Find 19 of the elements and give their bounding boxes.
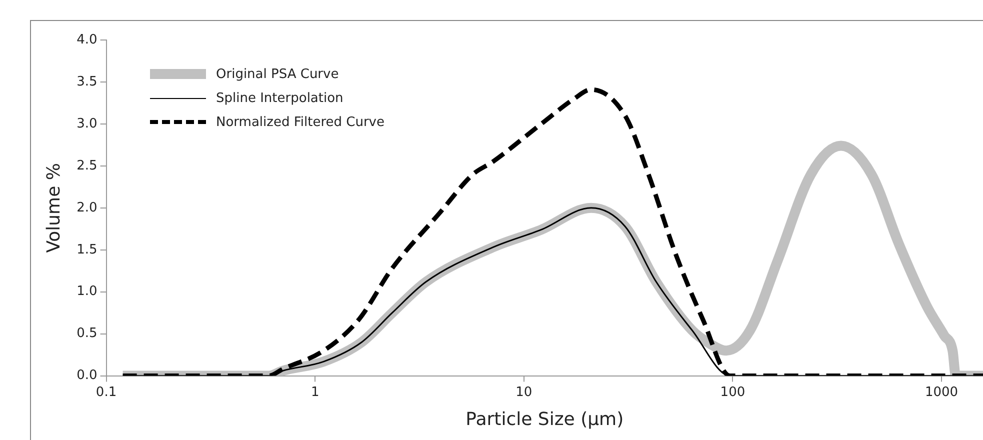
- y-tick-label: 3.0: [76, 116, 98, 132]
- x-axis-title: Particle Size (µm): [466, 408, 624, 430]
- y-tick-label: 0.0: [76, 368, 98, 384]
- y-tick-label: 0.5: [76, 326, 98, 342]
- y-tick-label: 3.5: [76, 74, 98, 90]
- y-tick-label: 4.0: [76, 32, 98, 48]
- legend-label: Normalized Filtered Curve: [216, 114, 384, 130]
- y-tick-label: 2.5: [76, 158, 98, 174]
- y-tick-label: 2.0: [76, 200, 98, 216]
- legend-label: Spline Interpolation: [216, 90, 344, 106]
- x-tick-label: 10: [516, 384, 532, 400]
- x-tick-label: 0.1: [96, 384, 117, 400]
- legend-label: Original PSA Curve: [216, 66, 339, 82]
- y-tick-label: 1.5: [76, 242, 98, 258]
- x-tick-label: 100: [720, 384, 746, 400]
- x-tick-label: 1000: [924, 384, 958, 400]
- x-tick-label: 1: [310, 384, 320, 400]
- y-tick-label: 1.0: [76, 284, 98, 300]
- y-axis-title: Volume %: [43, 163, 64, 253]
